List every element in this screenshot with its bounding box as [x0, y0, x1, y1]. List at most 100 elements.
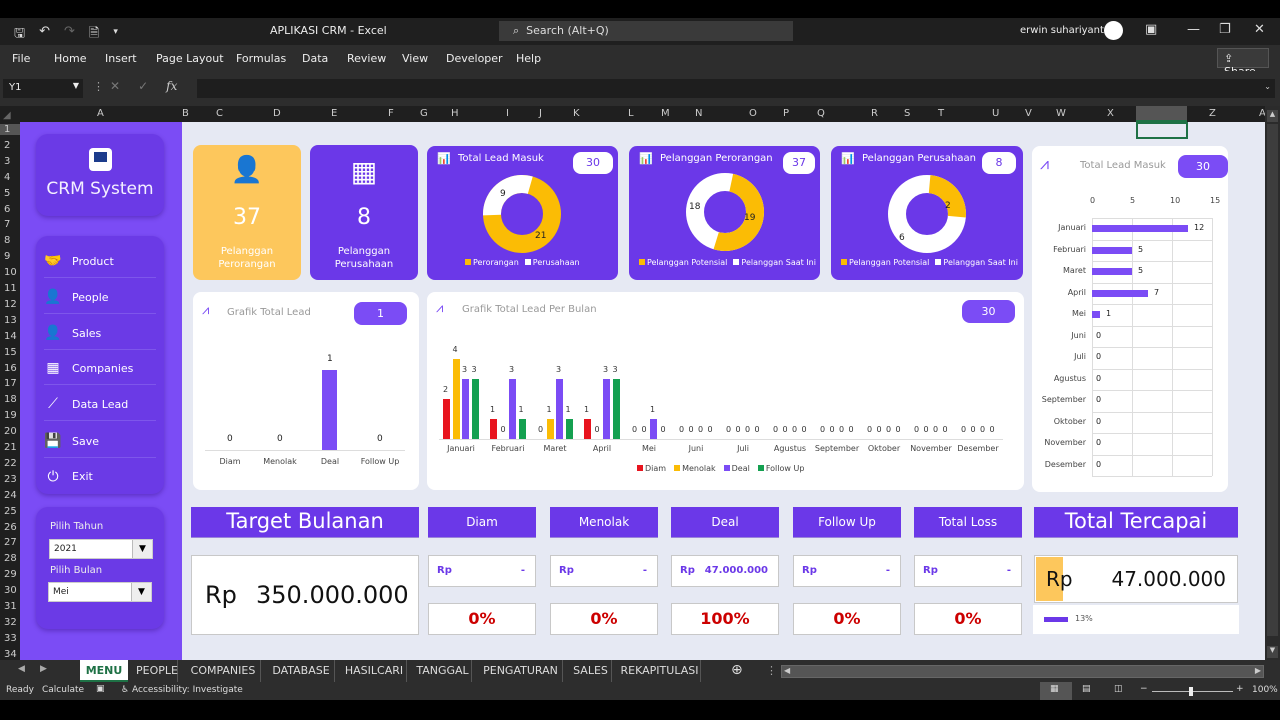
column-header[interactable]: Q — [817, 108, 825, 119]
vertical-scrollbar[interactable]: ▲ ▼ — [1265, 106, 1280, 660]
menu-file[interactable]: File — [12, 52, 31, 65]
menu-insert[interactable]: Insert — [105, 52, 137, 65]
year-dropdown[interactable]: 2021 ▼ — [49, 539, 153, 559]
column-header[interactable]: S — [904, 108, 911, 119]
print-preview-icon[interactable]: 🗎 — [88, 26, 100, 41]
row-header[interactable]: 12 — [4, 298, 17, 310]
avatar[interactable] — [1104, 21, 1123, 40]
column-header[interactable]: U — [992, 108, 1000, 119]
expand-formula-icon[interactable]: ⌄ — [1264, 82, 1271, 91]
row-header[interactable]: 8 — [4, 235, 11, 247]
zoom-in-icon[interactable]: + — [1236, 684, 1244, 694]
tab-scroll-left-icon[interactable]: ◀ — [18, 664, 25, 674]
close-icon[interactable]: ✕ — [1254, 22, 1265, 37]
undo-icon[interactable]: ↶ — [39, 24, 50, 39]
row-header[interactable]: 33 — [4, 632, 17, 644]
row-header[interactable]: 34 — [4, 648, 17, 660]
row-header[interactable]: 16 — [4, 362, 17, 374]
minimize-icon[interactable]: — — [1187, 22, 1200, 37]
row-header[interactable]: 5 — [4, 187, 11, 199]
sheet-tab-people[interactable]: PEOPLE — [136, 660, 178, 682]
column-header[interactable]: R — [871, 108, 878, 119]
column-header[interactable]: V — [1025, 108, 1032, 119]
column-header[interactable]: Z — [1209, 108, 1216, 119]
enter-icon[interactable]: ✓ — [138, 79, 149, 93]
row-header[interactable]: 27 — [4, 537, 17, 549]
menu-page-layout[interactable]: Page Layout — [156, 52, 224, 65]
column-header[interactable]: D — [273, 108, 281, 119]
nav-people[interactable]: 👤 People — [44, 281, 156, 314]
row-header[interactable]: 22 — [4, 457, 17, 469]
row-header[interactable]: 13 — [4, 314, 17, 326]
row-header[interactable]: 15 — [4, 346, 17, 358]
row-header[interactable]: 19 — [4, 410, 17, 422]
nav-product[interactable]: 🤝 Product — [44, 245, 156, 278]
column-header[interactable]: A — [97, 108, 104, 119]
column-header[interactable]: W — [1056, 108, 1066, 119]
column-header[interactable]: O — [749, 108, 757, 119]
sheet-tab-sales[interactable]: SALES — [570, 660, 612, 682]
horizontal-scrollbar[interactable]: ◀ ▶ — [781, 665, 1264, 678]
nav-data-lead[interactable]: ⟋ Data Lead — [44, 388, 156, 421]
column-header[interactable]: H — [451, 108, 459, 119]
column-header[interactable]: K — [573, 108, 580, 119]
menu-developer[interactable]: Developer — [446, 52, 503, 65]
column-header[interactable]: L — [628, 108, 634, 119]
sheet-tab-rekapitulasi[interactable]: REKAPITULASI — [619, 660, 701, 682]
column-header[interactable]: A — [1259, 108, 1266, 119]
scroll-right-icon[interactable]: ▶ — [1254, 666, 1261, 675]
row-header[interactable]: 24 — [4, 489, 17, 501]
user-name[interactable]: erwin suhariyanto — [1020, 25, 1111, 36]
tab-split-handle[interactable]: ⋮ — [766, 664, 777, 677]
macro-recorder-icon[interactable]: ▣ — [96, 684, 105, 694]
customize-qat-icon[interactable]: ▾ — [113, 27, 118, 37]
month-dropdown[interactable]: Mei ▼ — [48, 582, 152, 602]
sheet-tab-tanggal[interactable]: TANGGAL — [414, 660, 472, 682]
column-y-selected[interactable] — [1136, 106, 1187, 122]
nav-sales[interactable]: 👤 Sales — [44, 317, 156, 350]
redo-icon[interactable]: ↷ — [63, 24, 75, 39]
page-layout-view-icon[interactable]: ▤ — [1082, 684, 1091, 694]
nav-save[interactable]: 💾 Save — [44, 425, 156, 458]
menu-home[interactable]: Home — [54, 52, 87, 65]
scroll-left-icon[interactable]: ◀ — [784, 666, 791, 675]
row-header[interactable]: 23 — [4, 473, 17, 485]
row-header[interactable]: 10 — [4, 267, 17, 279]
menu-review[interactable]: Review — [347, 52, 387, 65]
sheet-tab-pengaturan[interactable]: PENGATURAN — [479, 660, 563, 682]
sheet-tab-hasilcari[interactable]: HASILCARI — [342, 660, 407, 682]
column-header[interactable]: G — [420, 108, 428, 119]
row-header[interactable]: 9 — [4, 251, 11, 263]
row-header[interactable]: 2 — [4, 139, 11, 151]
row-header[interactable]: 11 — [4, 283, 17, 294]
chevron-down-icon[interactable]: ▼ — [132, 540, 152, 558]
row-header[interactable]: 25 — [4, 505, 17, 517]
selected-cell[interactable] — [1136, 122, 1188, 139]
zoom-level[interactable]: 100% — [1252, 685, 1278, 695]
search-box[interactable]: ⌕ Search (Alt+Q) — [499, 21, 793, 41]
select-all-corner[interactable]: ◢ — [3, 110, 11, 121]
menu-data[interactable]: Data — [302, 52, 329, 65]
formula-input[interactable]: ⌄ — [197, 79, 1275, 98]
nav-companies[interactable]: ▦ Companies — [44, 352, 156, 385]
insert-function-icon[interactable]: fx — [166, 79, 178, 93]
page-break-view-icon[interactable]: ◫ — [1114, 684, 1123, 694]
row-header[interactable]: 32 — [4, 616, 17, 628]
chevron-down-icon[interactable]: ▼ — [131, 583, 151, 601]
restore-icon[interactable]: ❐ — [1219, 22, 1231, 37]
row-header[interactable]: 30 — [4, 585, 17, 597]
row-header[interactable]: 20 — [4, 426, 17, 438]
sheet-tab-companies[interactable]: COMPANIES — [186, 660, 261, 682]
worksheet-grid[interactable]: CRM System 🤝 Product 👤 People 👤 Sales ▦ Comp… — [20, 122, 1265, 660]
column-header[interactable]: J — [539, 108, 542, 119]
column-header[interactable]: B — [182, 108, 189, 119]
save-icon[interactable]: 🖫 — [14, 26, 26, 41]
nav-exit[interactable]: ⏻ Exit — [44, 460, 156, 493]
column-header[interactable]: P — [783, 108, 790, 119]
sheet-tab-menu[interactable]: MENU — [80, 660, 128, 682]
new-sheet-icon[interactable]: ⊕ — [731, 662, 743, 678]
row-header[interactable]: 26 — [4, 521, 17, 533]
row-header[interactable]: 1 — [0, 124, 20, 135]
row-header[interactable]: 18 — [4, 394, 17, 406]
column-header[interactable]: E — [331, 108, 338, 119]
